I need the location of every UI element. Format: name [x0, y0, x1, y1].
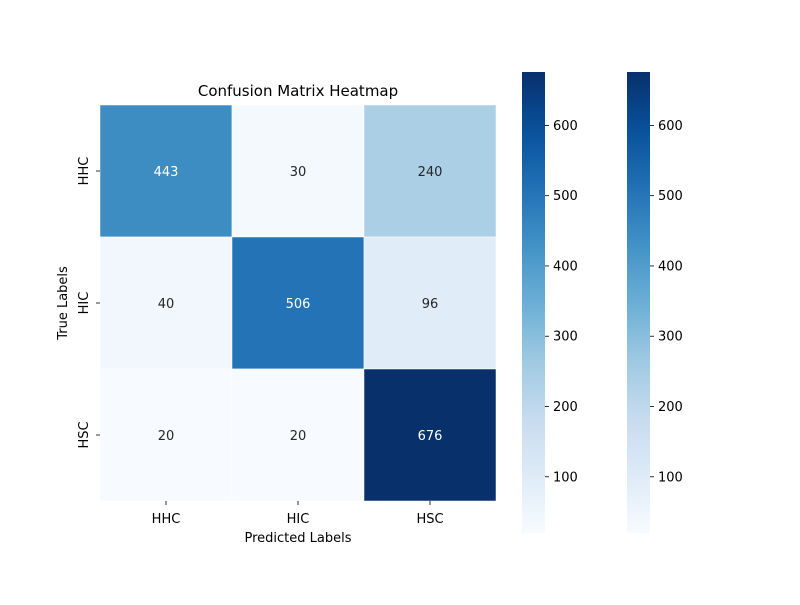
- x-tick-label: HHC: [152, 512, 181, 527]
- colorbar-tick-label: 400: [553, 259, 578, 274]
- cell-value-label: 20: [290, 429, 307, 444]
- cell-value-label: 443: [154, 165, 179, 180]
- x-tick-label: HIC: [287, 512, 310, 527]
- colorbars: 100 200 300 400 500 600 100 200 300 400 500 600: [522, 72, 683, 533]
- colorbar-tick-label: 500: [553, 189, 578, 204]
- cell-value-label: 676: [418, 429, 443, 444]
- heatmap-cell: [99, 236, 233, 370]
- heatmap-cell: [363, 236, 497, 370]
- axis-ticks: HHC HIC HSC HHC HIC HSC: [77, 157, 444, 527]
- colorbar: [627, 72, 650, 533]
- heatmap-cell: [231, 236, 365, 370]
- colorbar-tick-label: 100: [553, 470, 578, 485]
- colorbar-tick-label: 600: [658, 119, 683, 134]
- cell-value-label: 40: [158, 297, 175, 312]
- y-tick-label: HHC: [77, 157, 92, 186]
- cell-value-label: 240: [418, 165, 443, 180]
- cell-value-label: 96: [422, 297, 439, 312]
- cell-value-label: 30: [290, 165, 307, 180]
- y-tick-label: HSC: [77, 421, 92, 448]
- x-tick-label: HSC: [416, 512, 443, 527]
- heatmap-cells: 443 30 240 40 506 96 20 20 676: [99, 104, 497, 502]
- x-axis-label: Predicted Labels: [244, 531, 351, 546]
- colorbar-tick-label: 300: [553, 330, 578, 345]
- heatmap-cell: [363, 104, 497, 238]
- heatmap-cell: [99, 104, 233, 238]
- colorbar-tick-label: 200: [658, 400, 683, 415]
- heatmap-cell: [99, 368, 233, 502]
- colorbar-tick-label: 400: [658, 259, 683, 274]
- heatmap-cell: [231, 368, 365, 502]
- colorbar-tick-label: 100: [658, 470, 683, 485]
- y-tick-label: HIC: [77, 292, 92, 315]
- y-axis-label: True Labels: [56, 266, 71, 341]
- colorbar: [522, 72, 545, 533]
- colorbar-tick-label: 200: [553, 400, 578, 415]
- chart-title: Confusion Matrix Heatmap: [198, 82, 398, 100]
- colorbar-tick-label: 500: [658, 189, 683, 204]
- cell-value-label: 20: [158, 429, 175, 444]
- colorbar-tick-label: 600: [553, 119, 578, 134]
- cell-value-label: 506: [286, 297, 311, 312]
- colorbar-tick-label: 300: [658, 330, 683, 345]
- heatmap-cell: [231, 104, 365, 238]
